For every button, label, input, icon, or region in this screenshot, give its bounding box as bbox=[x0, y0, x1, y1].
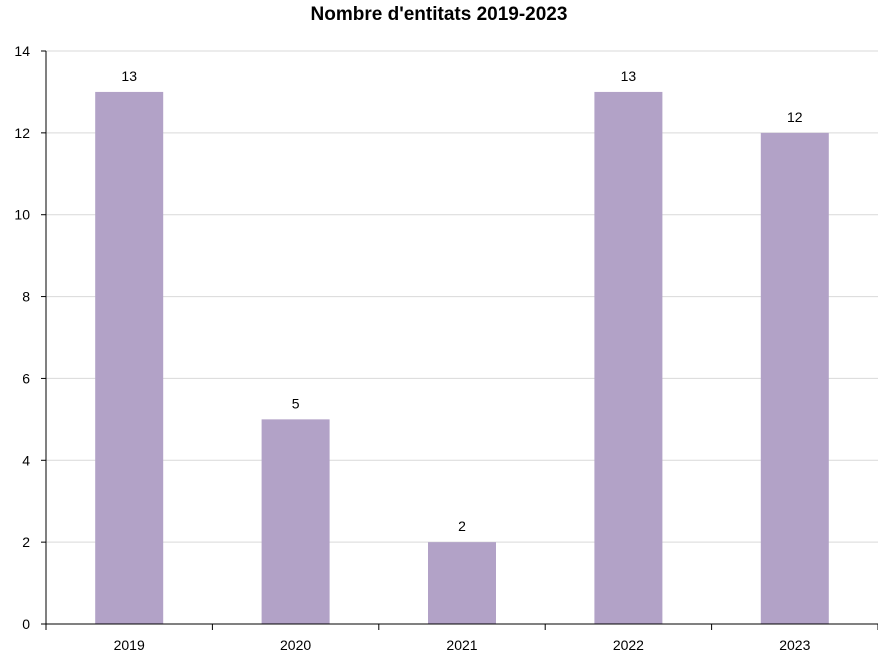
y-tick-label: 2 bbox=[22, 534, 30, 550]
data-label: 13 bbox=[621, 68, 637, 84]
y-tick-label: 12 bbox=[14, 125, 30, 141]
data-label: 2 bbox=[458, 518, 466, 534]
bar bbox=[95, 91, 164, 624]
y-tick-label: 14 bbox=[14, 43, 30, 59]
y-tick-label: 8 bbox=[22, 289, 30, 305]
data-label: 13 bbox=[121, 68, 137, 84]
y-tick-label: 10 bbox=[14, 207, 30, 223]
x-tick-label: 2019 bbox=[114, 637, 145, 653]
bars bbox=[95, 91, 829, 624]
y-tick-label: 4 bbox=[22, 452, 30, 468]
y-tick-label: 0 bbox=[22, 616, 30, 632]
labels: 0 2 4 6 8 10 12 14 13 2019 5 2020 2 2021 13 2022 12 2023 bbox=[14, 43, 810, 653]
x-tick-label: 2020 bbox=[280, 637, 311, 653]
bar bbox=[261, 419, 330, 624]
x-tick-label: 2023 bbox=[779, 637, 810, 653]
bar bbox=[428, 542, 496, 624]
y-tick-label: 6 bbox=[22, 370, 30, 386]
x-tick-label: 2022 bbox=[613, 637, 644, 653]
data-label: 12 bbox=[787, 109, 803, 125]
x-tick-label: 2021 bbox=[446, 637, 477, 653]
bar bbox=[594, 91, 663, 624]
bar bbox=[760, 132, 829, 624]
chart-title: Nombre d'entitats 2019-2023 bbox=[310, 4, 568, 25]
axes bbox=[41, 50, 878, 630]
gridlines bbox=[46, 50, 878, 543]
data-label: 5 bbox=[292, 395, 300, 411]
